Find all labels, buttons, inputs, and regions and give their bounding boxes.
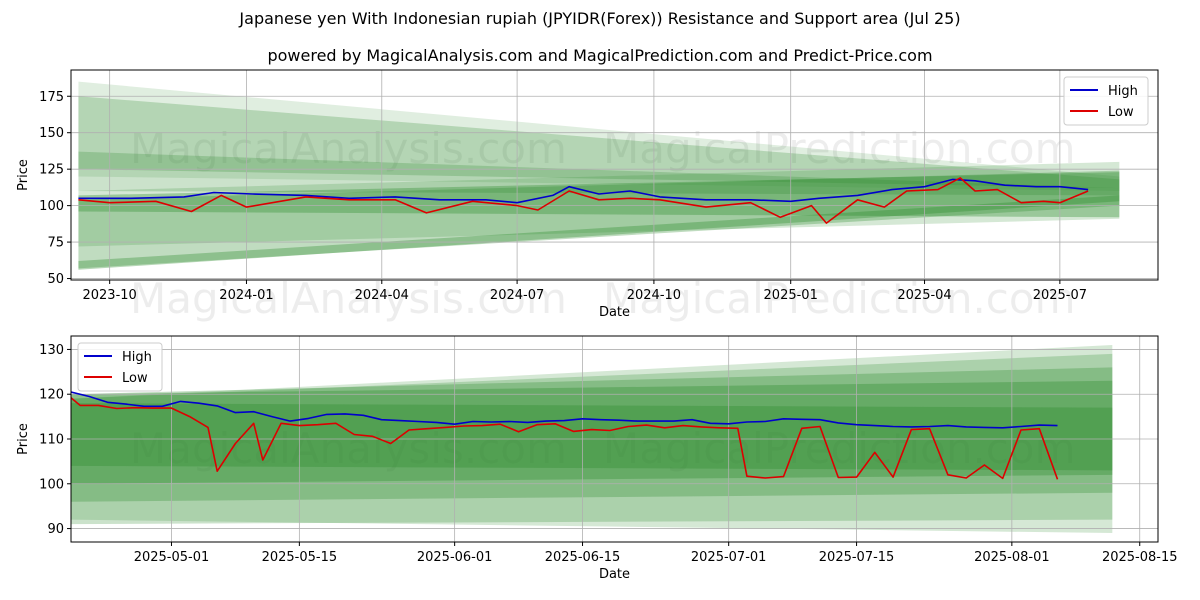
band-3 [71, 367, 1113, 502]
x-tick-label: 2025-01 [764, 288, 818, 303]
x-tick-label: 2025-08-15 [1102, 550, 1178, 565]
series-line-high [71, 391, 1058, 429]
y-tick-label: 175 [39, 90, 64, 105]
x-tick-label: 2025-05-15 [262, 550, 338, 565]
x-tick-label: 2024-01 [219, 288, 273, 303]
band-group [71, 344, 1113, 534]
legend: High Low [77, 342, 163, 392]
chart-title: Japanese yen With Indonesian rupiah (JPY… [239, 9, 961, 28]
x-tick-label: 2025-05-01 [134, 550, 210, 565]
y-tick-label: 100 [39, 477, 64, 492]
band-2 [78, 96, 1120, 189]
y-tick-label: 90 [47, 522, 64, 537]
legend-label-high: High [1108, 84, 1138, 99]
x-tick-label: 2024-10 [627, 288, 681, 303]
series-group [78, 177, 1089, 224]
band-4 [71, 380, 1113, 484]
y-axis-label: Price [16, 159, 31, 191]
y-axis-label: Price [16, 423, 31, 455]
band-1 [78, 81, 1120, 192]
watermark-5: MagicalAnalysis.com [130, 424, 567, 473]
y-tick-label: 100 [39, 199, 64, 214]
x-tick-label: 2025-06-01 [417, 550, 493, 565]
legend-label-low: Low [122, 371, 148, 386]
y-tick-label: 130 [39, 343, 64, 358]
y-tick-label: 50 [47, 272, 64, 287]
x-tick-label: 2025-07-01 [691, 550, 767, 565]
plot-frame [70, 69, 1159, 281]
y-tick-label: 125 [39, 163, 64, 178]
x-tick-label: 2024-04 [355, 288, 409, 303]
series-line-high [78, 178, 1089, 204]
x-tick-label: 2025-04 [897, 288, 951, 303]
legend-label-low: Low [1108, 105, 1134, 120]
x-tick-label: 2025-07-15 [819, 550, 895, 565]
legend: High Low [1063, 76, 1149, 126]
band-5 [71, 403, 1113, 471]
series-line-low [78, 177, 1089, 224]
watermark-1: MagicalAnalysis.com [130, 124, 567, 173]
chart-subtitle: powered by MagicalAnalysis.com and Magic… [267, 46, 933, 65]
legend-label-high: High [122, 350, 152, 365]
x-tick-label: 2023-10 [82, 288, 136, 303]
plot-frame [70, 335, 1159, 543]
x-axis-label: Date [599, 567, 630, 582]
chart-bottom: 2025-05-01 2025-05-15 2025-06-01 2025-06-15… [16, 335, 1178, 582]
x-tick-label: 2025-06-15 [545, 550, 621, 565]
series-group [71, 391, 1059, 480]
x-axis-label: Date [599, 305, 630, 320]
watermark-2: MagicalPrediction.com [603, 124, 1076, 173]
watermark-3: MagicalAnalysis.com [130, 274, 567, 323]
band-group [78, 81, 1120, 270]
y-tick-label: 120 [39, 388, 64, 403]
y-tick-label: 150 [39, 126, 64, 141]
y-tick-label: 110 [39, 433, 64, 448]
band-3 [78, 151, 1120, 196]
chart-top: 2023-10 2024-01 2024-04 2024-07 2024-10 2025-… [16, 69, 1159, 320]
watermark-6: MagicalPrediction.com [603, 424, 1076, 473]
band-4 [78, 161, 1120, 247]
series-line-low [71, 397, 1059, 480]
x-tick-label: 2025-07 [1033, 288, 1087, 303]
y-tick-label: 75 [47, 236, 64, 251]
band-7 [78, 195, 1120, 270]
x-tick-label: 2025-08-01 [974, 550, 1050, 565]
watermark-4: MagicalPrediction.com [603, 274, 1076, 323]
x-tick-label: 2024-07 [490, 288, 544, 303]
